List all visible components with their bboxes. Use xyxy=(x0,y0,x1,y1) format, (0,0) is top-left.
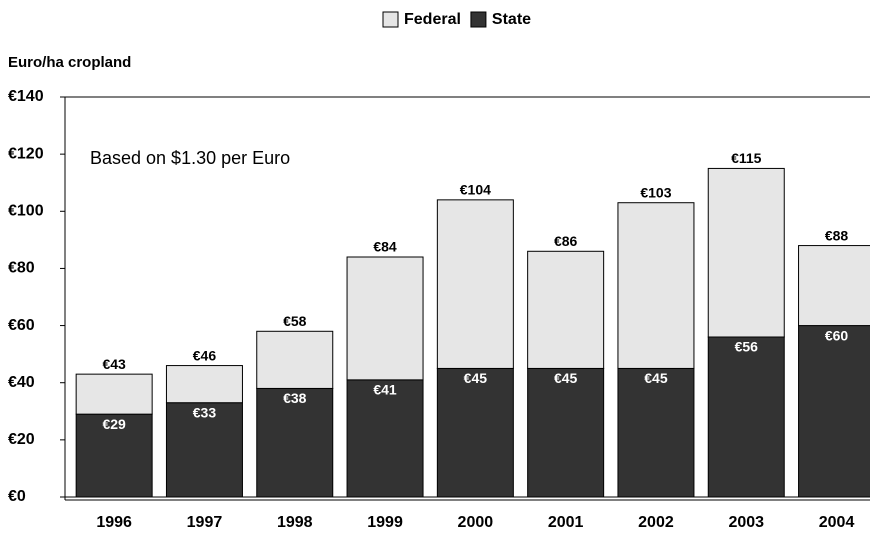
y-tick-label: €140 xyxy=(8,88,44,105)
legend-label: State xyxy=(492,11,531,28)
y-tick-label: €0 xyxy=(8,488,26,505)
bar-segment xyxy=(256,330,334,389)
y-axis-label: Euro/ha cropland xyxy=(8,54,131,71)
bar-segment xyxy=(617,202,695,369)
y-tick-label: €100 xyxy=(8,203,44,220)
y-tick-label: €60 xyxy=(8,317,35,334)
y-tick-label: €40 xyxy=(8,374,35,391)
total-label: €115 xyxy=(731,150,762,166)
bar-segment xyxy=(75,373,153,415)
bar-segment xyxy=(798,245,870,327)
x-tick-label: 2000 xyxy=(458,514,494,531)
x-tick-label: 1998 xyxy=(277,514,313,531)
bar-segment xyxy=(165,402,243,498)
value-label: €45 xyxy=(464,370,488,386)
x-tick-label: 1997 xyxy=(187,514,223,531)
legend-swatch xyxy=(470,11,487,28)
value-label: €45 xyxy=(644,370,668,386)
annotation: Based on $1.30 per Euro xyxy=(90,148,290,168)
legend-label: Federal xyxy=(404,11,461,28)
value-label: €33 xyxy=(193,404,217,420)
bar-segment xyxy=(707,336,785,498)
x-tick-label: 2004 xyxy=(819,514,855,531)
bar-segment xyxy=(707,167,785,338)
total-label: €46 xyxy=(193,347,217,363)
total-label: €58 xyxy=(283,313,307,329)
bar-segment xyxy=(346,379,424,498)
x-tick-label: 1996 xyxy=(96,514,132,531)
bar-segment xyxy=(798,325,870,498)
y-tick-label: €120 xyxy=(8,145,44,162)
value-label: €45 xyxy=(554,370,578,386)
x-tick-label: 2003 xyxy=(728,514,764,531)
value-label: €60 xyxy=(825,327,849,343)
bar-segment xyxy=(527,367,605,498)
y-tick-label: €20 xyxy=(8,431,35,448)
x-tick-label: 2001 xyxy=(548,514,584,531)
legend-swatch xyxy=(382,11,399,28)
value-label: €29 xyxy=(102,416,126,432)
total-label: €86 xyxy=(554,233,578,249)
bar-segment xyxy=(346,256,424,381)
total-label: €103 xyxy=(640,184,671,200)
bar-segment xyxy=(436,199,514,369)
total-label: €88 xyxy=(825,227,849,243)
value-label: €38 xyxy=(283,390,307,406)
y-tick-label: €80 xyxy=(8,260,35,277)
x-tick-label: 1999 xyxy=(367,514,403,531)
bar-segment xyxy=(617,367,695,498)
value-label: €56 xyxy=(735,339,759,355)
x-tick-label: 2002 xyxy=(638,514,674,531)
total-label: €104 xyxy=(460,182,491,198)
bar-segment xyxy=(527,250,605,369)
bar-segment xyxy=(165,365,243,404)
bar-segment xyxy=(436,367,514,498)
total-label: €84 xyxy=(373,239,397,255)
total-label: €43 xyxy=(102,356,126,372)
value-label: €41 xyxy=(373,382,397,398)
